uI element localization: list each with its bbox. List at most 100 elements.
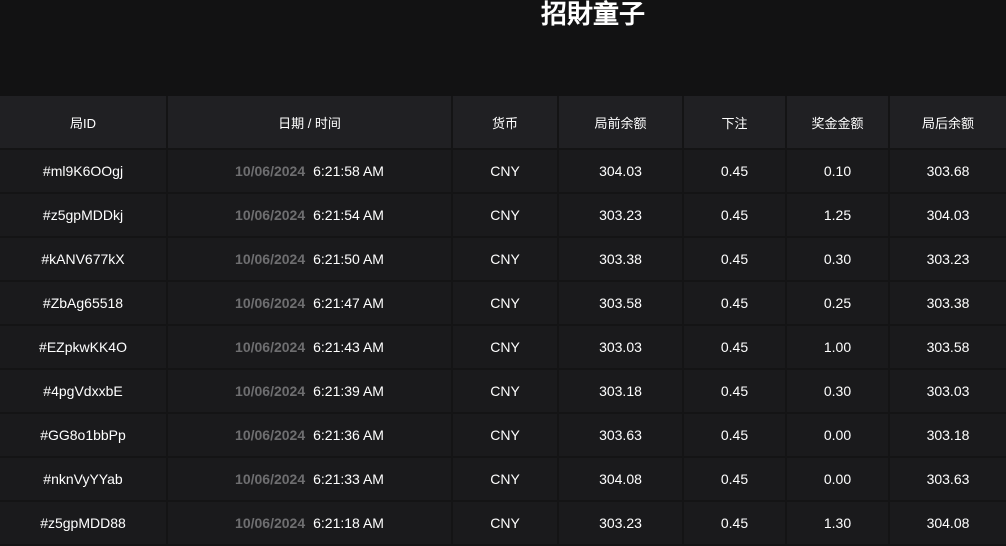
round-id: #GG8o1bbPp <box>0 413 168 458</box>
date-time: 10/06/2024 6:21:47 AM <box>167 281 453 326</box>
date-time: 10/06/2024 6:21:18 AM <box>167 501 453 546</box>
table-row[interactable]: #ml9K6OOgj 10/06/2024 6:21:58 AM CNY 304.03 0… <box>0 149 1006 194</box>
balance-after: 303.23 <box>889 237 1006 282</box>
balance-after: 303.63 <box>889 457 1006 502</box>
round-id: #ml9K6OOgj <box>0 149 168 194</box>
balance-before: 303.63 <box>558 413 684 458</box>
table-row[interactable]: #nknVyYYab 10/06/2024 6:21:33 AM CNY 304.08 0… <box>0 457 1006 502</box>
bet: 0.45 <box>683 457 787 502</box>
date: 10/06/2024 <box>235 251 306 267</box>
balance-before: 303.23 <box>558 501 684 546</box>
table-row[interactable]: #z5gpMDD88 10/06/2024 6:21:18 AM CNY 303.23 0… <box>0 501 1006 546</box>
currency: CNY <box>452 501 559 546</box>
time: 6:21:18 AM <box>313 515 384 531</box>
balance-after: 304.03 <box>889 193 1006 238</box>
time: 6:21:39 AM <box>313 383 384 399</box>
date: 10/06/2024 <box>235 427 306 443</box>
column-header: 下注 <box>683 96 787 150</box>
win-amount: 0.00 <box>786 413 890 458</box>
time: 6:21:50 AM <box>313 251 384 267</box>
balance-after: 303.68 <box>889 149 1006 194</box>
round-id: #kANV677kX <box>0 237 168 282</box>
round-id: #z5gpMDD88 <box>0 501 168 546</box>
balance-after: 304.08 <box>889 501 1006 546</box>
date: 10/06/2024 <box>235 383 306 399</box>
balance-after: 303.38 <box>889 281 1006 326</box>
column-header: 奖金金额 <box>786 96 890 150</box>
currency: CNY <box>452 193 559 238</box>
page-title: 招財童子 <box>540 0 645 29</box>
table-row[interactable]: #EZpkwKK4O 10/06/2024 6:21:43 AM CNY 303.03 0… <box>0 325 1006 370</box>
round-id: #4pgVdxxbE <box>0 369 168 414</box>
currency: CNY <box>452 457 559 502</box>
bet: 0.45 <box>683 149 787 194</box>
column-header: 局后余额 <box>889 96 1006 150</box>
date-time: 10/06/2024 6:21:43 AM <box>167 325 453 370</box>
win-amount: 0.00 <box>786 457 890 502</box>
time: 6:21:33 AM <box>313 471 384 487</box>
round-id: #nknVyYYab <box>0 457 168 502</box>
balance-before: 303.18 <box>558 369 684 414</box>
bet: 0.45 <box>683 237 787 282</box>
win-amount: 0.25 <box>786 281 890 326</box>
balance-before: 303.03 <box>558 325 684 370</box>
date-time: 10/06/2024 6:21:36 AM <box>167 413 453 458</box>
bet: 0.45 <box>683 501 787 546</box>
bet: 0.45 <box>683 369 787 414</box>
bet: 0.45 <box>683 193 787 238</box>
bet: 0.45 <box>683 413 787 458</box>
round-id: #EZpkwKK4O <box>0 325 168 370</box>
win-amount: 1.25 <box>786 193 890 238</box>
date: 10/06/2024 <box>235 339 306 355</box>
column-header: 局前余额 <box>558 96 684 150</box>
column-header: 局ID <box>0 96 168 150</box>
balance-before: 304.08 <box>558 457 684 502</box>
win-amount: 1.30 <box>786 501 890 546</box>
currency: CNY <box>452 413 559 458</box>
table-row[interactable]: #4pgVdxxbE 10/06/2024 6:21:39 AM CNY 303.18 0… <box>0 369 1006 414</box>
bet: 0.45 <box>683 281 787 326</box>
currency: CNY <box>452 149 559 194</box>
currency: CNY <box>452 369 559 414</box>
table-row[interactable]: #kANV677kX 10/06/2024 6:21:50 AM CNY 303.38 0… <box>0 237 1006 282</box>
balance-after: 303.03 <box>889 369 1006 414</box>
round-id: #z5gpMDDkj <box>0 193 168 238</box>
win-amount: 0.30 <box>786 237 890 282</box>
bet: 0.45 <box>683 325 787 370</box>
win-amount: 1.00 <box>786 325 890 370</box>
column-header: 货币 <box>452 96 559 150</box>
balance-after: 303.58 <box>889 325 1006 370</box>
win-amount: 0.30 <box>786 369 890 414</box>
time: 6:21:54 AM <box>313 207 384 223</box>
currency: CNY <box>452 237 559 282</box>
date-time: 10/06/2024 6:21:39 AM <box>167 369 453 414</box>
table-header: 局ID 日期 / 时间 货币 局前余额 下注 奖金金额 局后余额 <box>0 96 1006 150</box>
date: 10/06/2024 <box>235 515 306 531</box>
date: 10/06/2024 <box>235 163 306 179</box>
currency: CNY <box>452 281 559 326</box>
date-time: 10/06/2024 6:21:33 AM <box>167 457 453 502</box>
date: 10/06/2024 <box>235 207 306 223</box>
time: 6:21:36 AM <box>313 427 384 443</box>
table-row[interactable]: #GG8o1bbPp 10/06/2024 6:21:36 AM CNY 303.63 0… <box>0 413 1006 458</box>
balance-after: 303.18 <box>889 413 1006 458</box>
time: 6:21:58 AM <box>313 163 384 179</box>
win-amount: 0.10 <box>786 149 890 194</box>
date-time: 10/06/2024 6:21:58 AM <box>167 149 453 194</box>
balance-before: 303.38 <box>558 237 684 282</box>
column-header: 日期 / 时间 <box>167 96 453 150</box>
round-id: #ZbAg65518 <box>0 281 168 326</box>
table-row[interactable]: #z5gpMDDkj 10/06/2024 6:21:54 AM CNY 303.23 0… <box>0 193 1006 238</box>
currency: CNY <box>452 325 559 370</box>
date: 10/06/2024 <box>235 295 306 311</box>
date: 10/06/2024 <box>235 471 306 487</box>
time: 6:21:47 AM <box>313 295 384 311</box>
history-table: 局ID 日期 / 时间 货币 局前余额 下注 奖金金额 局后余额 #ml9K6OOgj 10/… <box>0 96 1006 546</box>
date-time: 10/06/2024 6:21:50 AM <box>167 237 453 282</box>
date-time: 10/06/2024 6:21:54 AM <box>167 193 453 238</box>
balance-before: 303.23 <box>558 193 684 238</box>
time: 6:21:43 AM <box>313 339 384 355</box>
balance-before: 303.58 <box>558 281 684 326</box>
table-row[interactable]: #ZbAg65518 10/06/2024 6:21:47 AM CNY 303.58 0… <box>0 281 1006 326</box>
balance-before: 304.03 <box>558 149 684 194</box>
